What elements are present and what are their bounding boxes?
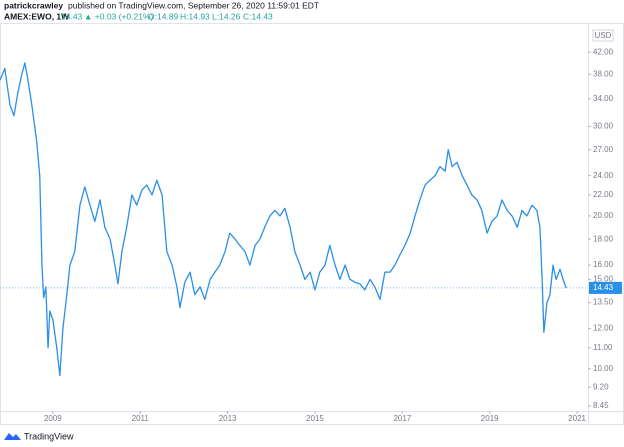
currency-box [592, 29, 614, 42]
last-price-box [589, 281, 622, 294]
x-tick-label: 2017 [393, 414, 411, 423]
y-tick-label: 30.00 [593, 122, 614, 131]
y-tick-label: 8.45 [593, 401, 609, 410]
y-tick-label: 38.00 [593, 69, 614, 78]
price-line [0, 62, 567, 377]
symbol: AMEX:EWO, 1W [4, 11, 70, 21]
high: H:14.93 [180, 11, 210, 21]
last-price-label: 14.43 [593, 283, 614, 292]
y-tick-label: 9.20 [593, 382, 609, 391]
x-tick-label: 2011 [132, 414, 150, 423]
logo [4, 433, 21, 440]
x-tick-label: 2013 [219, 414, 237, 423]
author: patrickcrawley [4, 0, 63, 10]
change: ▲ +0.03 (+0.21%) [84, 11, 154, 21]
low: L:14.26 [212, 11, 241, 21]
open: O:14.89 [148, 11, 179, 21]
frame [0, 23, 624, 425]
x-tick-label: 2021 [568, 414, 586, 423]
y-tick-label: 12.00 [593, 324, 614, 333]
y-tick-label: 22.00 [593, 190, 614, 199]
y-tick-label: 34.00 [593, 94, 614, 103]
footer: TradingView [4, 431, 74, 441]
y-tick-label: 16.00 [593, 260, 614, 269]
x-tick-label: 2015 [306, 414, 324, 423]
y-tick-label: 24.00 [593, 171, 614, 180]
brand: TradingView [24, 431, 74, 441]
y-tick-label: 11.00 [593, 343, 613, 352]
y-tick-label: 15.00 [593, 274, 614, 283]
y-tick-label: 18.00 [593, 234, 614, 243]
y-tick-label: 20.00 [593, 211, 614, 220]
close: C:14.43 [243, 11, 273, 21]
last: 14.43 [61, 11, 83, 21]
y-tick-label: 10.00 [593, 364, 614, 373]
y-tick-label: 27.00 [593, 145, 614, 154]
x-tick-label: 2009 [44, 414, 62, 423]
published: published on TradingView.com, September … [68, 0, 319, 10]
y-tick-label: 13.50 [593, 298, 614, 307]
x-tick-label: 2019 [481, 414, 499, 423]
y-tick-label: 42.00 [593, 47, 614, 56]
currency: USD [595, 31, 612, 40]
